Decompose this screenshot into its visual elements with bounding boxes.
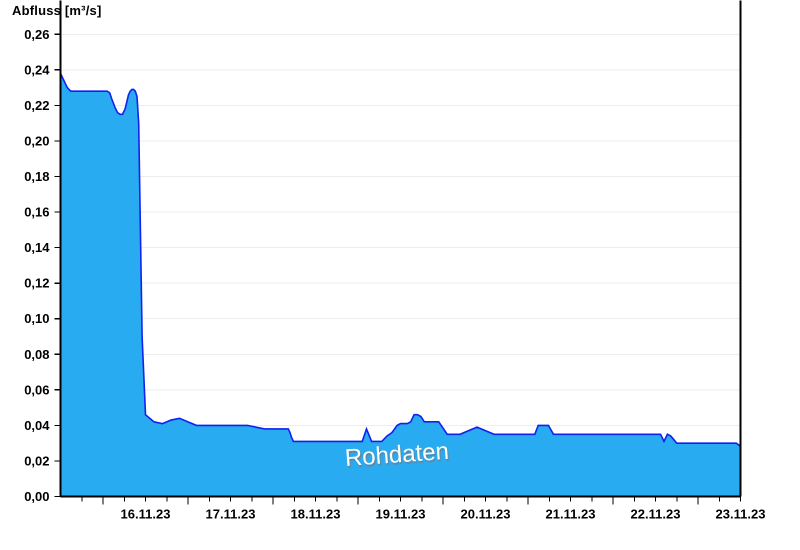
- svg-text:0,10: 0,10: [24, 311, 49, 326]
- x-axis-labels: 16.11.23 17.11.23 18.11.23 19.11.23 20.11.23…: [121, 507, 766, 522]
- chart-title: Abfluss [m³/s]: [12, 3, 102, 18]
- svg-text:0,04: 0,04: [24, 418, 50, 433]
- svg-text:16.11.23: 16.11.23: [121, 507, 171, 522]
- svg-text:0,02: 0,02: [24, 453, 49, 468]
- svg-text:0,08: 0,08: [24, 347, 49, 362]
- svg-text:0,06: 0,06: [24, 382, 49, 397]
- svg-text:0,20: 0,20: [24, 133, 49, 148]
- horizontal-gridlines: [60, 33, 741, 462]
- y-axis-labels: 0,00 0,02 0,04 0,06 0,08 0,10 0,12 0,14 0,16 0,18…: [24, 27, 50, 504]
- series-area: [59, 73, 742, 497]
- svg-text:0,14: 0,14: [24, 240, 50, 255]
- svg-text:22.11.23: 22.11.23: [631, 507, 681, 522]
- svg-text:0,16: 0,16: [24, 205, 49, 220]
- svg-text:23.11.23: 23.11.23: [716, 507, 766, 522]
- svg-text:0,24: 0,24: [24, 62, 50, 77]
- y-axis-ticks: [54, 33, 61, 498]
- svg-text:20.11.23: 20.11.23: [461, 507, 511, 522]
- svg-text:17.11.23: 17.11.23: [206, 507, 256, 522]
- svg-text:18.11.23: 18.11.23: [291, 507, 341, 522]
- svg-text:0,12: 0,12: [24, 276, 49, 291]
- x-axis-ticks: [81, 496, 741, 505]
- axis-frame: [59, 0, 742, 498]
- svg-text:0,26: 0,26: [24, 27, 49, 42]
- svg-text:19.11.23: 19.11.23: [376, 507, 426, 522]
- svg-text:0,22: 0,22: [24, 98, 49, 113]
- svg-text:0,18: 0,18: [24, 169, 49, 184]
- svg-text:21.11.23: 21.11.23: [546, 507, 596, 522]
- svg-text:0,00: 0,00: [24, 489, 49, 504]
